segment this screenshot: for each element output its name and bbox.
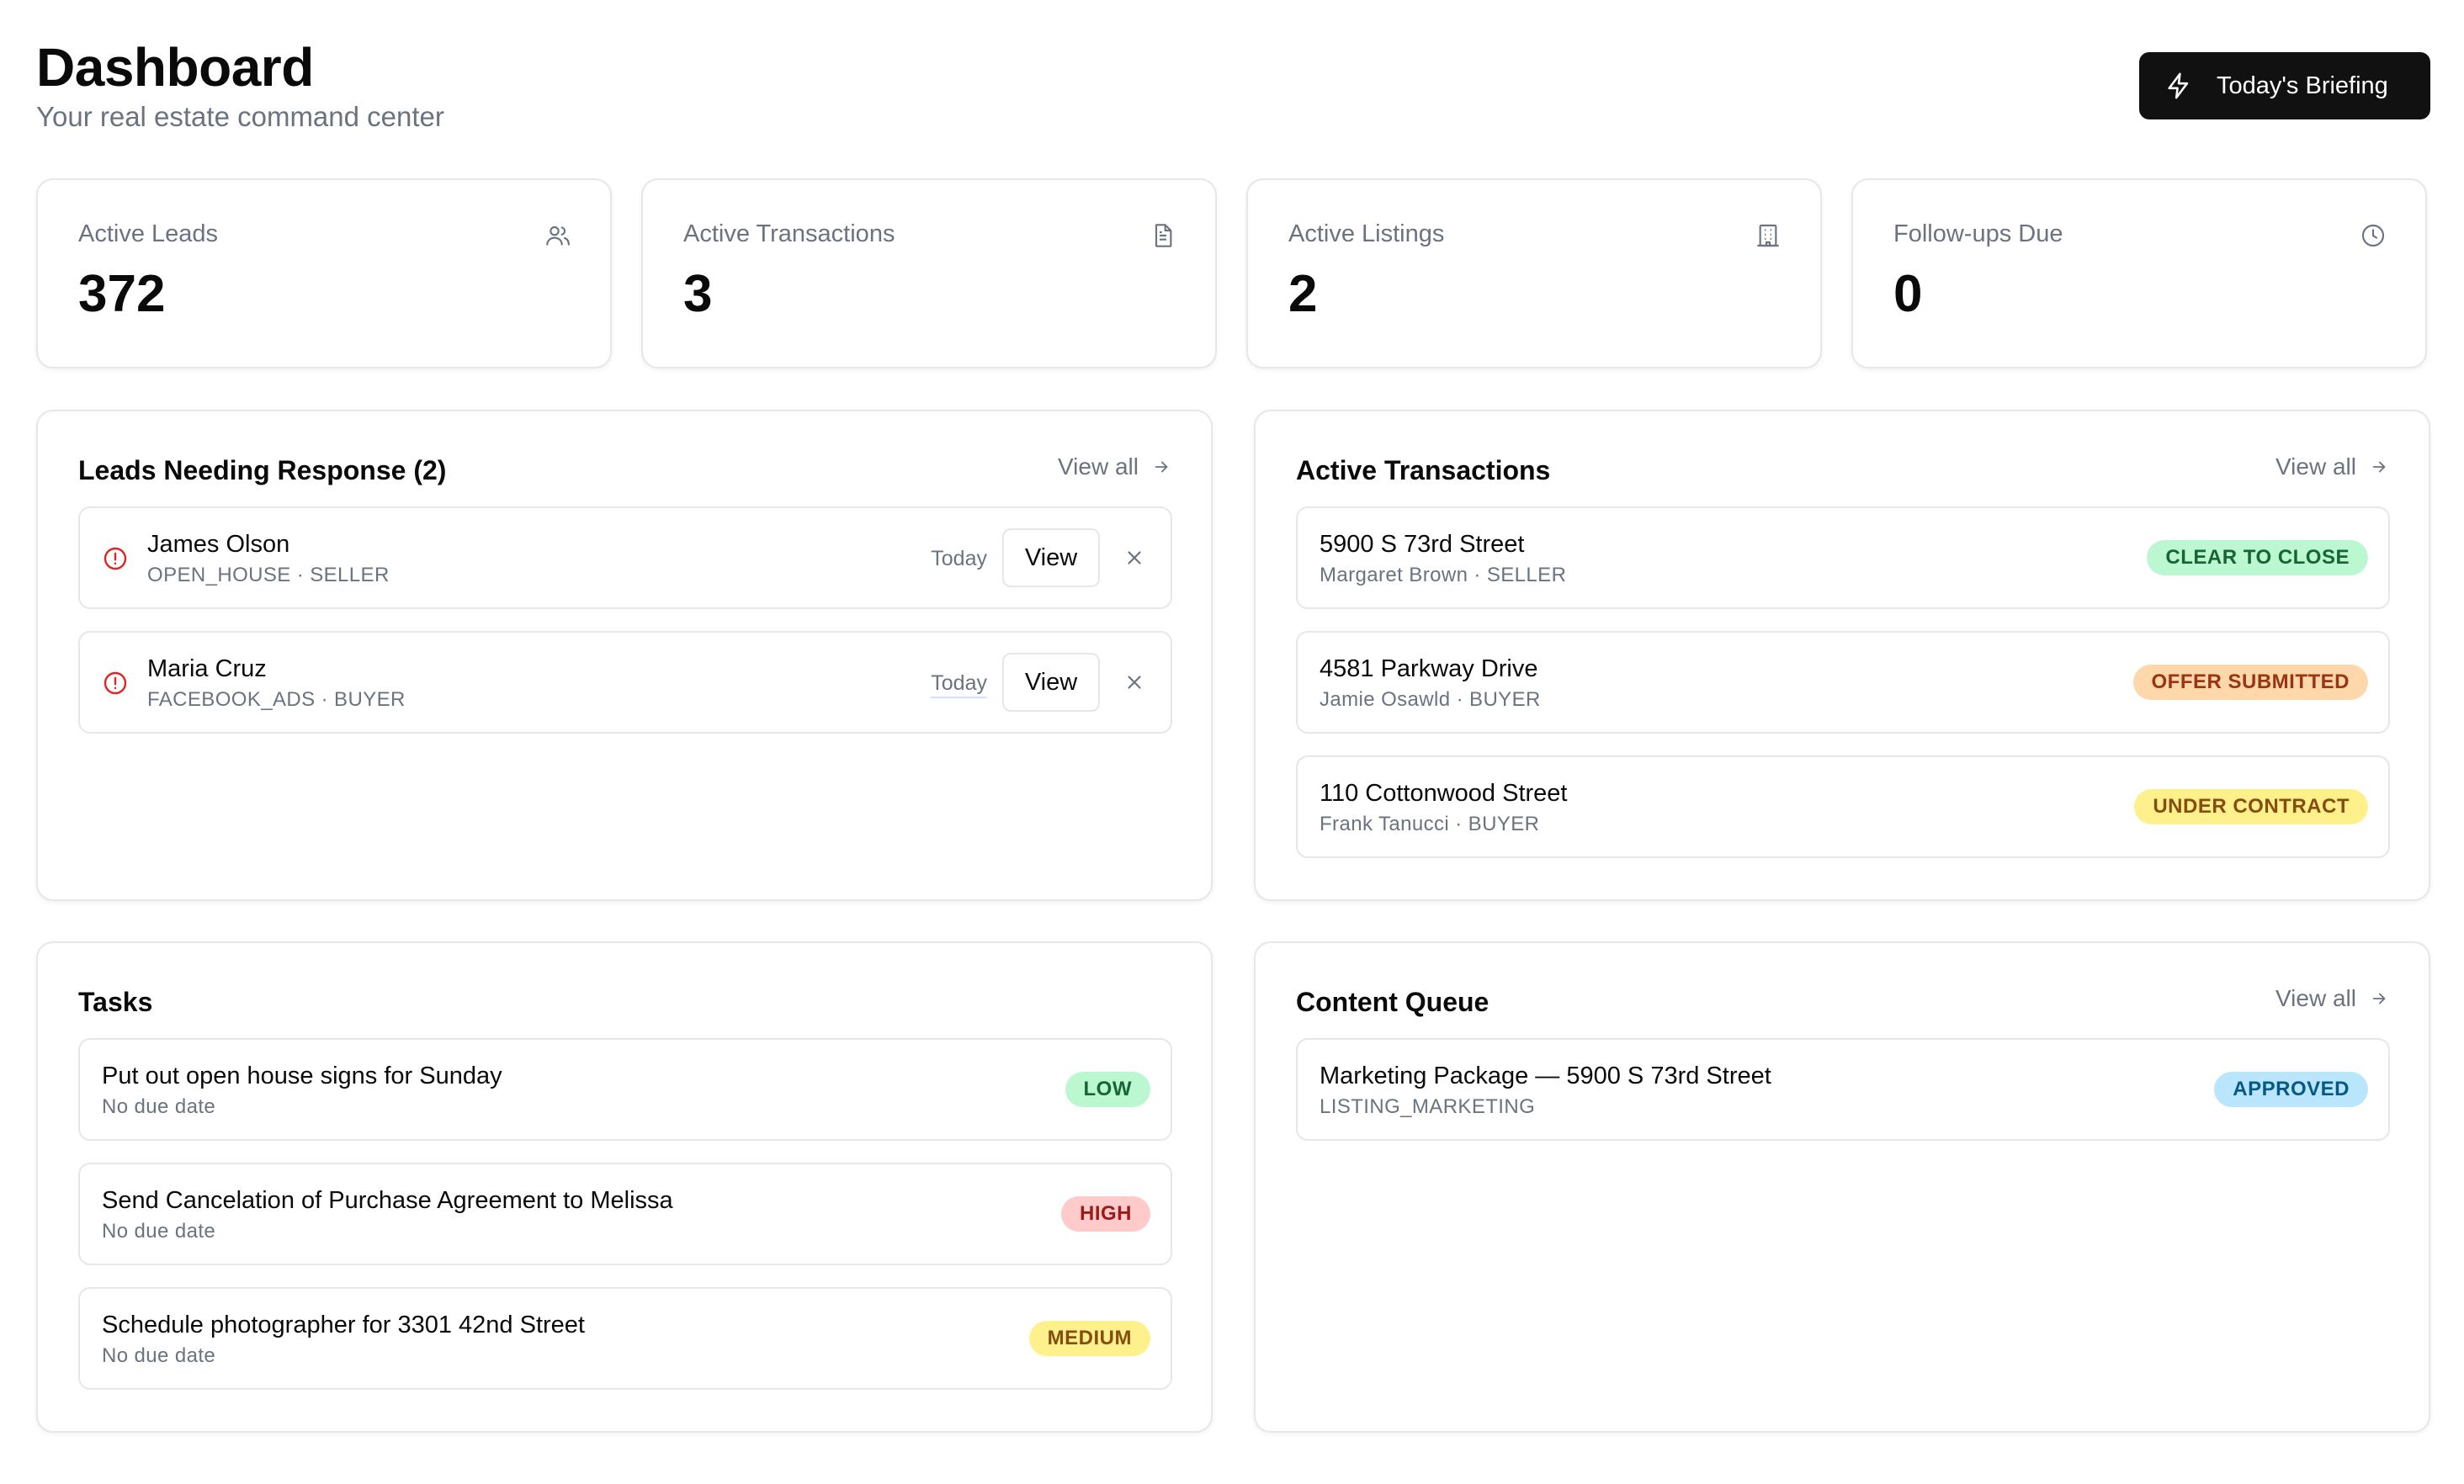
active-transactions-panel: Active Transactions View all 5900 S 73rd… [1254, 410, 2430, 901]
panel-title: Leads Needing Response (2) [78, 455, 447, 485]
panel-title: Tasks [78, 987, 153, 1017]
task-due: No due date [102, 1344, 216, 1367]
status-badge: CLEAR TO CLOSE [2147, 540, 2368, 575]
view-all-transactions-link[interactable]: View all [2275, 453, 2388, 480]
building-icon [1757, 224, 1779, 247]
transaction-meta: Margaret Brown · SELLER [1320, 564, 1567, 586]
view-lead-button[interactable]: View [1002, 528, 1100, 587]
arrow-right-icon [2372, 461, 2386, 473]
view-all-label: View all [1058, 453, 1139, 480]
view-lead-button[interactable]: View [1002, 653, 1100, 712]
lightning-icon [2168, 72, 2189, 99]
status-badge: OFFER SUBMITTED [2132, 665, 2368, 700]
task-title: Send Cancelation of Purchase Agreement t… [102, 1187, 673, 1214]
stat-card-active-transactions: Active Transactions 3 [641, 178, 1217, 368]
view-all-label: View all [2275, 453, 2356, 480]
panel-title: Active Transactions [1296, 455, 1551, 485]
document-icon [1155, 224, 1172, 247]
stat-value: 2 [1288, 265, 1318, 323]
stat-label: Follow-ups Due [1893, 220, 2063, 247]
status-badge: APPROVED [2214, 1072, 2368, 1107]
lead-meta: FACEBOOK_ADS · BUYER [147, 688, 406, 711]
transaction-address: 4581 Parkway Drive [1320, 655, 1538, 682]
view-all-label: View all [2275, 985, 2356, 1011]
transaction-row[interactable]: 110 Cottonwood Street Frank Tanucci · BU… [1296, 755, 2390, 858]
priority-badge: MEDIUM [1028, 1321, 1150, 1356]
transaction-address: 110 Cottonwood Street [1320, 780, 1568, 807]
lead-row[interactable]: Maria Cruz FACEBOOK_ADS · BUYER Today Vi… [78, 631, 1172, 734]
todays-briefing-button[interactable]: Today's Briefing [2139, 52, 2430, 119]
content-type: LISTING_MARKETING [1320, 1095, 1536, 1118]
lead-meta: OPEN_HOUSE · SELLER [147, 564, 390, 586]
task-due: No due date [102, 1220, 216, 1243]
priority-badge: HIGH [1061, 1196, 1150, 1232]
panel-title: Content Queue [1296, 987, 1490, 1017]
lead-time: Today [931, 670, 987, 698]
close-icon[interactable] [1123, 671, 1145, 693]
lead-time: Today [931, 547, 987, 570]
transaction-meta: Jamie Osawld · BUYER [1320, 688, 1541, 711]
stat-value: 372 [78, 265, 166, 323]
close-icon[interactable] [1123, 547, 1145, 569]
transaction-address: 5900 S 73rd Street [1320, 531, 1525, 558]
stat-card-active-leads: Active Leads 372 [36, 178, 612, 368]
stat-label: Active Leads [78, 220, 219, 247]
transaction-meta: Frank Tanucci · BUYER [1320, 813, 1540, 835]
task-title: Schedule photographer for 3301 42nd Stre… [102, 1312, 585, 1338]
stat-card-follow-ups-due: Follow-ups Due 0 [1851, 178, 2427, 368]
stat-value: 0 [1893, 265, 1923, 323]
stat-card-active-listings: Active Listings 2 [1246, 178, 1822, 368]
stat-value: 3 [683, 265, 713, 323]
task-row[interactable]: Send Cancelation of Purchase Agreement t… [78, 1163, 1172, 1265]
task-title: Put out open house signs for Sunday [102, 1063, 502, 1089]
view-all-leads-link[interactable]: View all [1058, 453, 1171, 480]
transaction-row[interactable]: 5900 S 73rd Street Margaret Brown · SELL… [1296, 506, 2390, 609]
task-row[interactable]: Put out open house signs for Sunday No d… [78, 1038, 1172, 1141]
transaction-row[interactable]: 4581 Parkway Drive Jamie Osawld · BUYER … [1296, 631, 2390, 734]
content-queue-panel: Content Queue View all Marketing Package… [1254, 941, 2430, 1433]
stat-label: Active Listings [1288, 220, 1445, 247]
view-all-content-link[interactable]: View all [2275, 985, 2388, 1012]
task-due: No due date [102, 1095, 216, 1118]
tasks-panel: Tasks Put out open house signs for Sunda… [36, 941, 1213, 1433]
page-title: Dashboard [36, 37, 314, 98]
todays-briefing-label: Today's Briefing [2217, 72, 2388, 99]
arrow-right-icon [2372, 993, 2386, 1004]
lead-name: Maria Cruz [147, 655, 267, 682]
lead-row[interactable]: James Olson OPEN_HOUSE · SELLER Today Vi… [78, 506, 1172, 609]
arrow-right-icon [1155, 461, 1168, 473]
leads-needing-response-panel: Leads Needing Response (2) View all Jame… [36, 410, 1213, 901]
alert-circle-icon [104, 547, 127, 570]
task-row[interactable]: Schedule photographer for 3301 42nd Stre… [78, 1287, 1172, 1390]
page-subtitle: Your real estate command center [36, 101, 444, 132]
lead-name: James Olson [147, 531, 290, 558]
status-badge: UNDER CONTRACT [2134, 789, 2368, 824]
stat-label: Active Transactions [683, 220, 895, 247]
content-row[interactable]: Marketing Package — 5900 S 73rd Street L… [1296, 1038, 2390, 1141]
clock-icon [2361, 224, 2385, 247]
content-title: Marketing Package — 5900 S 73rd Street [1320, 1063, 1771, 1089]
priority-badge: LOW [1065, 1072, 1150, 1107]
users-icon [546, 225, 570, 246]
alert-circle-icon [104, 671, 127, 695]
